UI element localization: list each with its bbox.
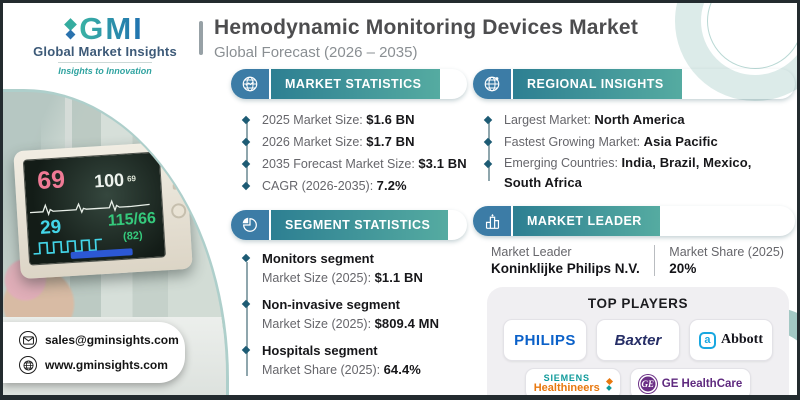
- stat-item: 2026 Market Size: $1.7 BN: [243, 131, 467, 153]
- regional-insights-title: REGIONAL INSIGHTS: [513, 69, 682, 99]
- patient-monitor: 69 100 69 29 115/66 (82): [13, 140, 193, 280]
- market-leader-header: MARKET LEADER: [473, 206, 795, 236]
- ge-healthcare-logo: GE HealthCare: [661, 378, 743, 390]
- page-title: Hemodynamic Monitoring Devices Market: [214, 16, 639, 39]
- abbott-logo: Abbott: [720, 332, 763, 347]
- top-players-row-1: PHILIPS Baxter a Abbott: [497, 319, 779, 361]
- segment-statistics-title: SEGMENT STATISTICS: [271, 210, 449, 240]
- respiration-waveform: [33, 238, 103, 255]
- stat-item: 2025 Market Size: $1.6 BN: [243, 109, 467, 131]
- ge-monogram-icon: GE: [638, 375, 657, 393]
- leader-share-block: Market Share (2025) 20%: [669, 245, 784, 276]
- pie-chart-icon: [231, 210, 271, 240]
- monitor-nibp: 115/66 (82): [107, 210, 157, 244]
- leader-label: Market Leader: [491, 245, 572, 259]
- philips-logo: PHILIPS: [514, 331, 576, 349]
- column-statistics: MARKET STATISTICS 2025 Market Size: $1.6…: [231, 69, 467, 388]
- monitor-spo2: 100 69: [93, 169, 137, 192]
- region-item: Emerging Countries: India, Brazil, Mexic…: [485, 153, 785, 193]
- leader-name-block: Market Leader Koninklijke Philips N.V.: [491, 245, 640, 276]
- contact-website-row[interactable]: www.gminsights.com: [19, 356, 175, 374]
- regional-insights-header: REGIONAL INSIGHTS: [473, 69, 795, 99]
- monitor-knob: [170, 202, 187, 219]
- segment-statistics-header: SEGMENT STATISTICS: [231, 210, 467, 240]
- region-item: Fastest Growing Market: Asia Pacific: [485, 131, 785, 153]
- brand-org-name: Global Market Insights: [33, 44, 177, 59]
- market-leader-title: MARKET LEADER: [513, 206, 660, 236]
- globe-grid-icon: [473, 69, 513, 99]
- leader-share-label: Market Share (2025): [669, 245, 784, 259]
- player-chip-baxter: Baxter: [596, 319, 680, 361]
- leader-share-value: 20%: [669, 261, 697, 276]
- stat-item: 2035 Forecast Market Size: $3.1 BN: [243, 153, 467, 175]
- region-item: Largest Market: North America: [485, 109, 785, 131]
- abbott-a-icon: a: [698, 331, 716, 349]
- segment-item: Non-invasive segment Market Size (2025):…: [243, 296, 467, 342]
- top-players-box: TOP PLAYERS PHILIPS Baxter a Abbott SIEM…: [487, 287, 789, 395]
- baxter-logo: Baxter: [614, 331, 662, 349]
- stat-item: CAGR (2026-2035): 7.2%: [243, 175, 467, 197]
- market-leader-row: Market Leader Koninklijke Philips N.V. M…: [491, 245, 795, 276]
- monitor-nibp-value: 115/66: [107, 209, 157, 230]
- monitor-heart-rate: 69: [36, 165, 66, 196]
- globe-icon: [19, 356, 37, 374]
- market-statistics-header: MARKET STATISTICS: [231, 69, 467, 99]
- brand-acronym: GMI: [79, 11, 144, 46]
- contact-card: sales@gminsights.com www.gminsights.com: [3, 322, 185, 383]
- segment-item: Hospitals segment Market Share (2025): 6…: [243, 342, 467, 388]
- segment-item: Monitors segment Market Size (2025): $1.…: [243, 250, 467, 296]
- top-players-title: TOP PLAYERS: [587, 296, 689, 311]
- ecg-waveform: [29, 198, 150, 216]
- regional-insights-list: Largest Market: North America Fastest Gr…: [485, 109, 785, 193]
- monitor-buttons: [170, 157, 182, 190]
- gmi-diamond-icon: [64, 18, 78, 40]
- leader-podium-icon: [473, 206, 513, 236]
- market-statistics-list: 2025 Market Size: $1.6 BN 2026 Market Si…: [243, 109, 467, 197]
- header: Hemodynamic Monitoring Devices Market Gl…: [199, 16, 638, 61]
- monitor-screen: 69 100 69 29 115/66 (82): [22, 151, 167, 266]
- email-icon: [19, 331, 37, 349]
- top-players-row-2: SIEMENS Healthineers GE GE HealthCare: [497, 368, 779, 395]
- player-chip-ge-healthcare: GE GE HealthCare: [629, 368, 752, 395]
- siemens-healthineers-logo: SIEMENS Healthineers: [533, 372, 600, 394]
- segment-statistics-list: Monitors segment Market Size (2025): $1.…: [243, 250, 467, 388]
- leader-divider: [653, 245, 656, 276]
- page-subtitle: Global Forecast (2026 – 2035): [214, 44, 418, 61]
- monitor-spo2-sub: 69: [126, 173, 137, 184]
- market-statistics-title: MARKET STATISTICS: [271, 69, 440, 99]
- globe-chart-icon: [231, 69, 271, 99]
- leader-name: Koninklijke Philips N.V.: [491, 261, 640, 276]
- player-chip-philips: PHILIPS: [503, 319, 587, 361]
- player-chip-abbott: a Abbott: [689, 319, 773, 361]
- contact-email-row[interactable]: sales@gminsights.com: [19, 331, 179, 349]
- iv-pole: [65, 92, 72, 156]
- brand-logo: GMI Global Market Insights Insights to I…: [17, 11, 193, 79]
- player-chip-siemens-healthineers: SIEMENS Healthineers: [524, 368, 621, 395]
- column-insights: REGIONAL INSIGHTS Largest Market: North …: [473, 69, 795, 395]
- contact-website[interactable]: www.gminsights.com: [45, 358, 168, 372]
- monitor-mount: [182, 102, 198, 172]
- contact-email[interactable]: sales@gminsights.com: [45, 333, 179, 347]
- healthineers-dots-icon: [605, 377, 613, 391]
- monitor-nibp-mean: (82): [122, 229, 144, 243]
- brand-tagline: Insights to Innovation: [58, 62, 152, 76]
